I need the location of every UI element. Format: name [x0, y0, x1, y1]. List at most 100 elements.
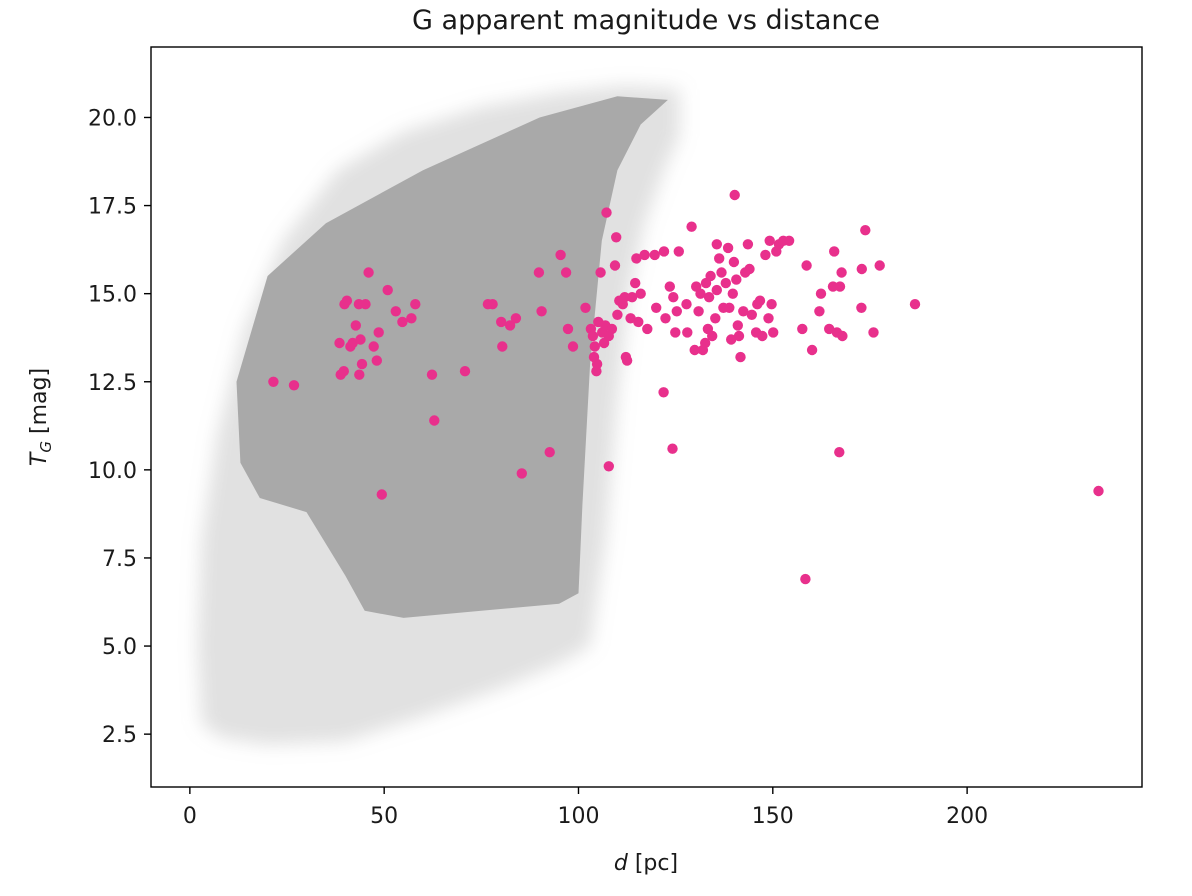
- data-point: [733, 330, 745, 342]
- data-point: [355, 334, 366, 345]
- data-point: [601, 207, 612, 218]
- data-point: [766, 299, 777, 310]
- data-point: [731, 274, 742, 285]
- data-point: [722, 242, 734, 254]
- data-point: [797, 323, 808, 335]
- data-point: [707, 330, 718, 342]
- data-point: [334, 337, 345, 349]
- data-point: [834, 447, 845, 458]
- data-point: [735, 351, 746, 363]
- data-point: [363, 267, 374, 278]
- data-point: [497, 341, 508, 352]
- data-point: [390, 306, 401, 317]
- data-point: [671, 306, 682, 317]
- data-point: [729, 189, 740, 201]
- y-axis: 2.5 5.0 7.5 10.0 12.5 15.0 17.5 20.0: [88, 106, 151, 748]
- data-point: [686, 221, 697, 232]
- y-tick-label: 7.5: [102, 547, 137, 572]
- data-point: [703, 292, 715, 303]
- data-point: [288, 380, 300, 391]
- data-point: [487, 299, 498, 310]
- data-point: [341, 295, 353, 306]
- data-point: [360, 299, 371, 310]
- data-point: [757, 330, 768, 342]
- data-point: [744, 263, 755, 275]
- data-point: [649, 249, 660, 261]
- y-axis-title: TG [mag]: [27, 368, 55, 466]
- x-tick-label: 100: [557, 804, 599, 829]
- data-point: [800, 573, 811, 585]
- data-point: [670, 327, 681, 338]
- data-point: [668, 292, 679, 303]
- y-tick-label: 20.0: [88, 106, 137, 131]
- x-axis-title-symbol: d: [614, 851, 629, 876]
- data-point: [868, 327, 879, 338]
- data-point: [746, 309, 757, 320]
- data-point: [660, 313, 671, 324]
- data-point: [724, 302, 735, 313]
- data-point: [426, 369, 438, 380]
- data-point: [673, 246, 684, 257]
- data-point: [714, 253, 725, 264]
- data-point: [705, 270, 716, 282]
- data-point: [667, 443, 678, 454]
- x-axis: 0 50 100 150 200: [183, 787, 988, 829]
- data-point: [544, 447, 555, 458]
- data-point: [595, 267, 606, 278]
- data-point: [909, 299, 921, 310]
- data-point: [764, 235, 775, 246]
- data-point: [459, 366, 471, 377]
- chart-title: G apparent magnitude vs distance: [412, 5, 880, 36]
- data-point: [603, 461, 614, 472]
- data-point: [589, 341, 600, 352]
- data-point: [874, 260, 885, 271]
- data-point: [726, 334, 737, 345]
- data-point: [727, 288, 738, 299]
- data-point: [410, 299, 421, 310]
- data-point: [856, 263, 867, 275]
- data-point: [783, 235, 795, 246]
- data-point: [693, 306, 704, 317]
- x-axis-title-unit: [pc]: [628, 851, 678, 876]
- data-point: [347, 337, 358, 349]
- data-point: [856, 302, 867, 313]
- data-point: [354, 369, 365, 380]
- data-point: [496, 316, 507, 328]
- data-point: [533, 267, 545, 278]
- data-point: [350, 320, 361, 331]
- data-point: [626, 292, 638, 303]
- data-point: [609, 260, 621, 271]
- background-core: [236, 96, 668, 618]
- y-tick-label: 5.0: [102, 635, 137, 660]
- data-point: [371, 355, 382, 366]
- data-point: [814, 306, 825, 317]
- x-tick-label: 150: [752, 804, 794, 829]
- data-point: [504, 320, 516, 331]
- data-point: [664, 281, 675, 292]
- y-tick-label: 10.0: [88, 459, 137, 484]
- data-point: [834, 281, 846, 292]
- data-point: [621, 355, 633, 366]
- data-point: [728, 256, 740, 268]
- data-point: [406, 313, 417, 324]
- data-point: [562, 323, 574, 335]
- data-point: [681, 299, 692, 310]
- data-point: [635, 288, 646, 299]
- data-point: [606, 323, 618, 335]
- y-axis-title-subscript: G: [37, 441, 55, 453]
- data-point: [689, 344, 700, 356]
- data-point: [806, 344, 818, 356]
- x-tick-label: 0: [183, 804, 197, 829]
- data-point: [591, 358, 603, 370]
- data-point: [1093, 485, 1104, 497]
- data-point: [732, 320, 743, 331]
- data-point: [397, 316, 408, 328]
- data-point: [338, 366, 349, 377]
- data-point: [536, 306, 547, 317]
- data-point: [382, 284, 393, 296]
- y-tick-label: 17.5: [88, 195, 137, 220]
- data-point: [801, 260, 812, 271]
- y-tick-label: 12.5: [88, 371, 137, 396]
- y-tick-label: 15.0: [88, 283, 137, 308]
